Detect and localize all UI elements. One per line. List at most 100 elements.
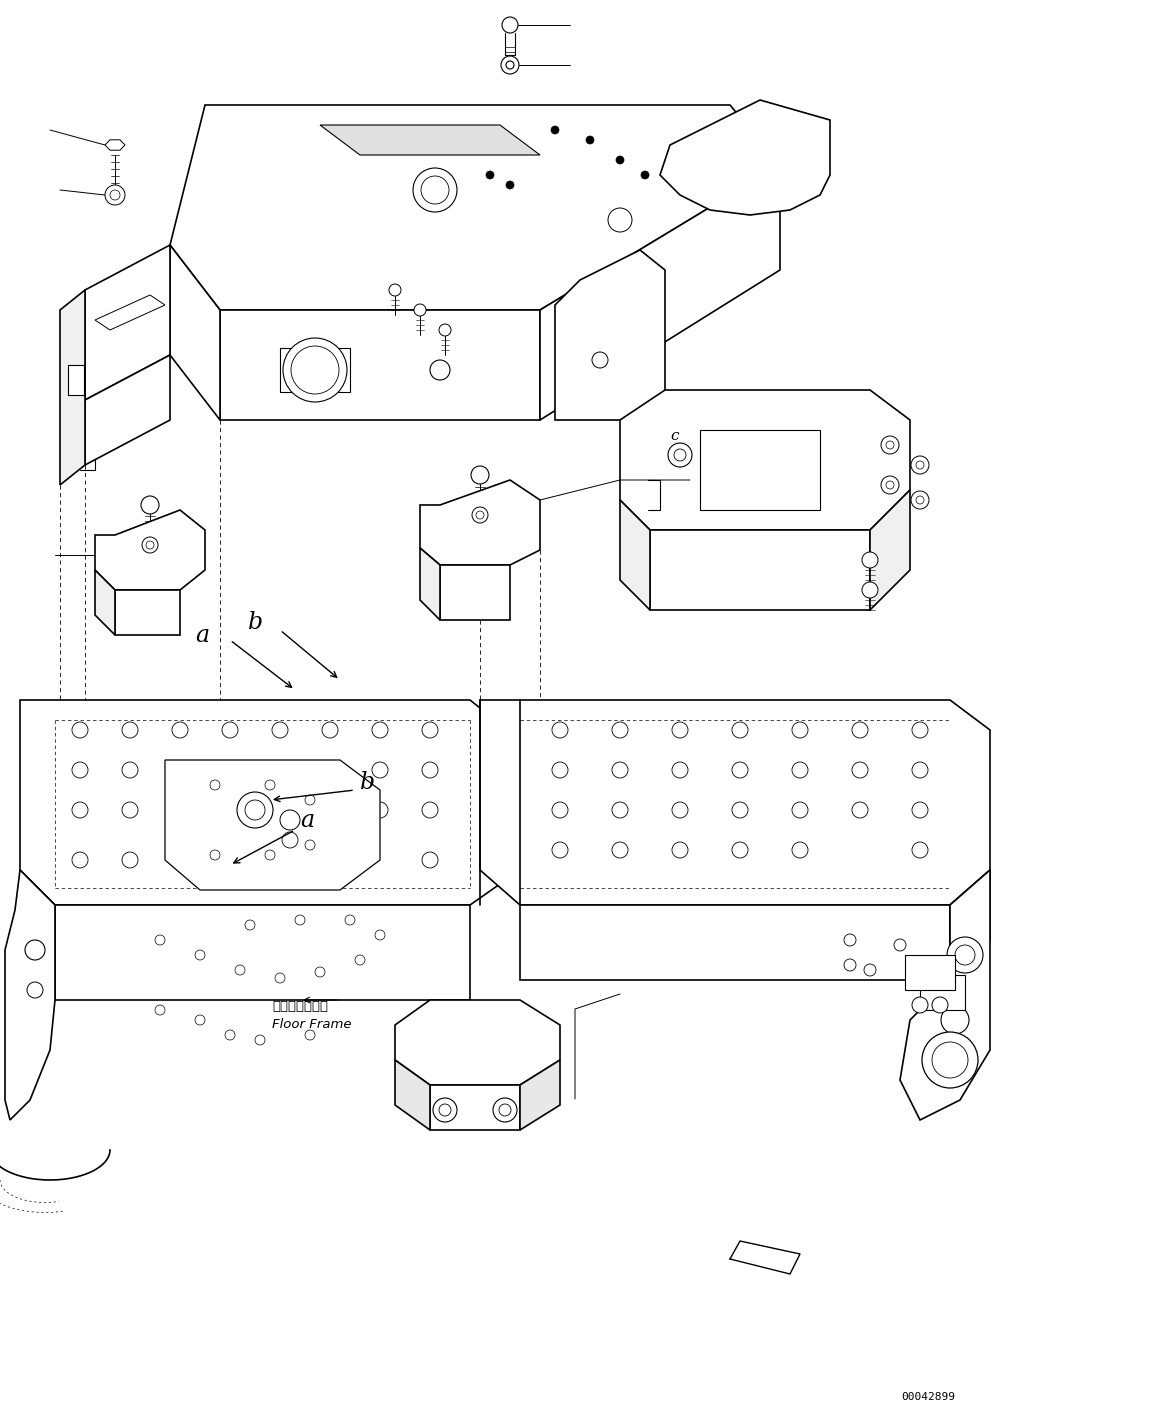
Circle shape [672, 802, 688, 819]
Circle shape [422, 852, 438, 868]
Circle shape [894, 938, 906, 951]
Circle shape [912, 762, 928, 778]
Circle shape [476, 511, 484, 519]
Polygon shape [20, 700, 520, 905]
Circle shape [486, 170, 494, 179]
Polygon shape [85, 355, 170, 465]
Polygon shape [170, 106, 780, 310]
Circle shape [280, 810, 300, 830]
Circle shape [388, 285, 401, 296]
Circle shape [911, 457, 929, 473]
Circle shape [941, 1006, 969, 1034]
Circle shape [414, 304, 426, 316]
Circle shape [612, 843, 628, 858]
Circle shape [272, 721, 288, 738]
Circle shape [912, 998, 928, 1013]
Circle shape [506, 61, 514, 69]
Circle shape [222, 802, 238, 819]
Circle shape [372, 802, 388, 819]
Circle shape [372, 762, 388, 778]
Circle shape [172, 721, 188, 738]
Text: フロアフレーム: フロアフレーム [272, 1000, 328, 1013]
Circle shape [612, 762, 628, 778]
Circle shape [265, 781, 274, 790]
Circle shape [72, 721, 88, 738]
Circle shape [668, 442, 692, 466]
Polygon shape [520, 1060, 561, 1130]
Circle shape [947, 937, 983, 974]
Circle shape [922, 1031, 978, 1088]
Circle shape [732, 721, 748, 738]
Text: b: b [361, 771, 376, 793]
Bar [280, 348, 350, 392]
Circle shape [916, 461, 923, 469]
Polygon shape [520, 905, 950, 981]
Polygon shape [20, 869, 55, 1000]
Circle shape [305, 1030, 315, 1040]
Circle shape [422, 802, 438, 819]
Text: a: a [300, 809, 314, 831]
Text: Floor Frame: Floor Frame [272, 1017, 351, 1031]
Circle shape [291, 347, 338, 395]
Bar [905, 955, 955, 991]
Circle shape [672, 843, 688, 858]
Polygon shape [555, 249, 665, 420]
Polygon shape [440, 565, 511, 620]
Polygon shape [395, 1000, 561, 1085]
Circle shape [864, 964, 876, 976]
Circle shape [272, 762, 288, 778]
Circle shape [274, 974, 285, 983]
Circle shape [27, 982, 43, 998]
Circle shape [374, 930, 385, 940]
Polygon shape [55, 905, 470, 1000]
Circle shape [222, 852, 238, 868]
Polygon shape [95, 294, 165, 330]
Polygon shape [420, 548, 440, 620]
Circle shape [792, 802, 808, 819]
Polygon shape [870, 490, 909, 610]
Circle shape [862, 582, 878, 597]
Circle shape [882, 476, 899, 495]
Circle shape [499, 1105, 511, 1116]
Circle shape [24, 940, 45, 960]
Circle shape [172, 762, 188, 778]
Circle shape [237, 792, 273, 828]
Polygon shape [900, 869, 990, 1120]
Circle shape [438, 324, 451, 335]
Circle shape [862, 552, 878, 568]
Circle shape [72, 762, 88, 778]
Circle shape [912, 721, 928, 738]
Circle shape [195, 950, 205, 960]
Circle shape [355, 955, 365, 965]
Circle shape [672, 762, 688, 778]
Circle shape [732, 802, 748, 819]
Polygon shape [95, 510, 205, 590]
Circle shape [501, 56, 519, 75]
Circle shape [792, 843, 808, 858]
Circle shape [72, 802, 88, 819]
Circle shape [675, 449, 686, 461]
Circle shape [852, 721, 868, 738]
Bar [700, 430, 820, 510]
Polygon shape [420, 480, 540, 565]
Polygon shape [650, 530, 870, 610]
Polygon shape [5, 869, 55, 1120]
Circle shape [222, 721, 238, 738]
Circle shape [732, 762, 748, 778]
Circle shape [245, 920, 255, 930]
Circle shape [265, 850, 274, 859]
Bar [67, 365, 84, 395]
Circle shape [147, 541, 154, 550]
Circle shape [322, 852, 338, 868]
Polygon shape [105, 139, 124, 151]
Polygon shape [620, 390, 909, 530]
Circle shape [122, 852, 138, 868]
Circle shape [552, 721, 568, 738]
Circle shape [438, 1105, 451, 1116]
Circle shape [155, 1005, 165, 1014]
Circle shape [122, 762, 138, 778]
Circle shape [932, 998, 948, 1013]
Circle shape [255, 1036, 265, 1045]
Circle shape [283, 338, 347, 402]
Circle shape [235, 965, 245, 975]
